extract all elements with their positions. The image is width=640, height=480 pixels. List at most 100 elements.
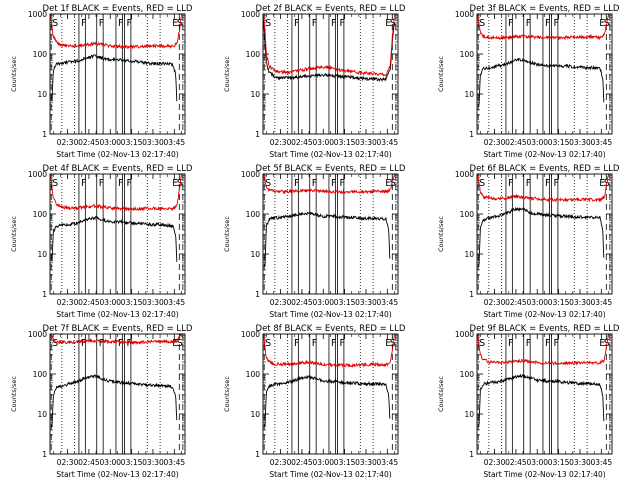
x-tick-label: 03:15 <box>548 138 570 147</box>
x-tick-label: 02:45 <box>505 138 527 147</box>
x-tick-label: 02:45 <box>291 458 313 467</box>
y-tick-label: 100 <box>460 210 475 219</box>
x-tick-label: 03:00 <box>526 458 548 467</box>
s-marker-label: S <box>52 178 58 189</box>
f-marker-label: F <box>81 338 86 349</box>
y-tick-label: 1 <box>255 130 260 139</box>
events-series-line <box>264 374 391 427</box>
f-marker-label: F <box>99 178 104 189</box>
x-tick-label: 03:30 <box>142 138 164 147</box>
y-tick-label: 10 <box>464 410 474 419</box>
s-marker-label: S <box>479 338 485 349</box>
y-tick-label: 1 <box>469 450 474 459</box>
y-tick-label: 1 <box>469 290 474 299</box>
y-tick-label: 1000 <box>455 330 474 339</box>
f-marker-label: F <box>339 338 344 349</box>
x-tick-label: 02:30 <box>270 298 292 307</box>
x-tick-label: 03:30 <box>569 138 591 147</box>
x-tick-label: 03:30 <box>355 458 377 467</box>
x-axis-label: Start Time (02-Nov-13 02:17:40) <box>56 470 178 479</box>
y-axis-label: Counts/sec <box>223 56 231 92</box>
x-tick-label: 03:45 <box>591 458 613 467</box>
y-tick-label: 1 <box>255 450 260 459</box>
x-tick-label: 02:30 <box>270 458 292 467</box>
x-tick-label: 02:45 <box>291 138 313 147</box>
x-tick-label: 03:45 <box>164 458 186 467</box>
e-marker-label: E <box>599 18 605 29</box>
x-tick-label: 03:15 <box>334 138 356 147</box>
events-series-line <box>478 206 605 266</box>
f-marker-label: F <box>526 18 531 29</box>
y-axis-label: Counts/sec <box>10 56 18 92</box>
x-axis-label: Start Time (02-Nov-13 02:17:40) <box>269 150 391 159</box>
y-tick-label: 10 <box>37 410 47 419</box>
f-marker-label: F <box>294 178 299 189</box>
y-tick-label: 10 <box>464 90 474 99</box>
f-marker-label: F <box>294 338 299 349</box>
x-tick-label: 02:45 <box>78 298 100 307</box>
f-marker-label: F <box>508 18 513 29</box>
x-axis-label: Start Time (02-Nov-13 02:17:40) <box>269 310 391 319</box>
f-marker-label: F <box>545 178 550 189</box>
panel-title: Det 8f BLACK = Events, RED = LLD <box>256 324 406 334</box>
e-marker-label: E <box>599 338 605 349</box>
x-tick-label: 03:30 <box>355 138 377 147</box>
e-marker-label: E <box>172 18 178 29</box>
lld-series-line <box>263 14 395 77</box>
panel-det-5: Det 5f BLACK = Events, RED = LLD Counts/s… <box>223 164 406 319</box>
y-axis-label: Counts/sec <box>10 376 18 412</box>
s-marker-label: S <box>177 178 183 189</box>
y-tick-label: 1 <box>255 290 260 299</box>
lld-series-line <box>263 333 395 368</box>
f-marker-label: F <box>126 338 131 349</box>
y-tick-label: 10 <box>250 90 260 99</box>
f-marker-label: F <box>118 18 123 29</box>
s-marker-label: S <box>390 178 396 189</box>
f-marker-label: F <box>331 178 336 189</box>
x-tick-label: 03:45 <box>164 298 186 307</box>
x-tick-label: 02:30 <box>484 138 506 147</box>
x-axis-label: Start Time (02-Nov-13 02:17:40) <box>56 310 178 319</box>
f-marker-label: F <box>312 338 317 349</box>
s-marker-label: S <box>265 338 271 349</box>
x-tick-label: 03:00 <box>99 298 121 307</box>
plot-frame <box>476 13 613 135</box>
panel-det-4: Det 4f BLACK = Events, RED = LLD Counts/s… <box>10 164 193 319</box>
e-marker-label: E <box>172 178 178 189</box>
s-marker-label: S <box>265 178 271 189</box>
x-tick-label: 03:00 <box>312 138 334 147</box>
lld-series-line <box>477 333 609 366</box>
f-marker-label: F <box>312 178 317 189</box>
x-tick-label: 02:30 <box>57 138 79 147</box>
y-axis-label: Counts/sec <box>437 56 445 92</box>
x-tick-label: 03:15 <box>121 138 143 147</box>
panel-title: Det 1f BLACK = Events, RED = LLD <box>43 4 193 14</box>
y-tick-label: 1000 <box>28 10 47 19</box>
s-marker-label: S <box>479 18 485 29</box>
y-tick-label: 100 <box>33 50 48 59</box>
panel-title: Det 5f BLACK = Events, RED = LLD <box>256 164 406 174</box>
panel-det-6: Det 6f BLACK = Events, RED = LLD Counts/s… <box>437 164 620 319</box>
events-series-line <box>51 215 178 262</box>
panel-det-2: Det 2f BLACK = Events, RED = LLD Counts/s… <box>223 4 406 159</box>
e-marker-label: E <box>385 338 391 349</box>
e-marker-label: E <box>385 18 391 29</box>
lld-series-line <box>50 332 182 346</box>
x-tick-label: 03:45 <box>591 138 613 147</box>
x-tick-label: 03:15 <box>334 298 356 307</box>
f-marker-label: F <box>118 178 123 189</box>
plot-frame <box>49 173 186 295</box>
x-tick-label: 03:45 <box>377 138 399 147</box>
events-series-line <box>478 57 605 106</box>
x-tick-label: 03:45 <box>377 298 399 307</box>
x-tick-label: 03:45 <box>377 458 399 467</box>
x-tick-label: 02:45 <box>78 458 100 467</box>
x-tick-label: 03:30 <box>142 298 164 307</box>
x-tick-label: 02:45 <box>78 138 100 147</box>
x-tick-label: 03:00 <box>526 138 548 147</box>
f-marker-label: F <box>526 338 531 349</box>
f-marker-label: F <box>99 18 104 29</box>
y-tick-label: 100 <box>246 210 261 219</box>
x-tick-label: 03:15 <box>548 298 570 307</box>
f-marker-label: F <box>331 18 336 29</box>
